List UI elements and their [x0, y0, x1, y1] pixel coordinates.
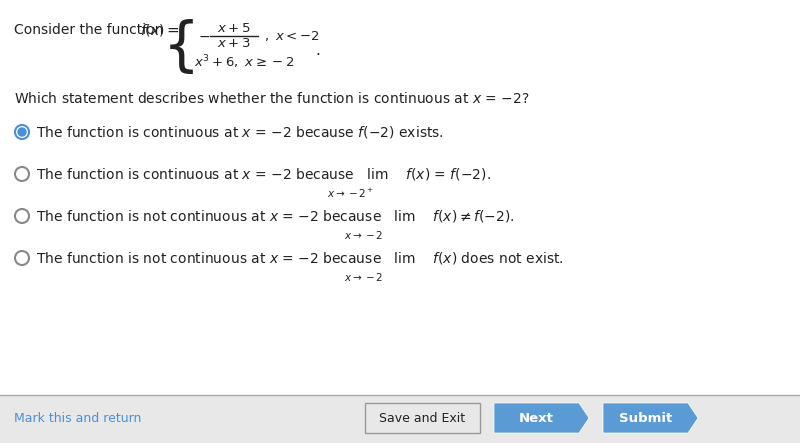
Text: The function is continuous at $x$ = $-$2 because $f$($-$2) exists.: The function is continuous at $x$ = $-$2… — [36, 124, 444, 140]
Text: $x \to -2^+$: $x \to -2^+$ — [327, 187, 374, 200]
Text: $x^3+6,\ x \geq -2$: $x^3+6,\ x \geq -2$ — [194, 53, 294, 71]
Text: Which statement describes whether the function is continuous at $x$ = $-$2?: Which statement describes whether the fu… — [14, 90, 530, 105]
Polygon shape — [494, 403, 589, 433]
Text: $f(x)$: $f(x)$ — [140, 22, 165, 38]
Text: $,\ x < -2$: $,\ x < -2$ — [264, 29, 319, 43]
Text: $x+3$: $x+3$ — [217, 37, 251, 50]
Text: Submit: Submit — [619, 412, 672, 424]
Circle shape — [15, 209, 29, 223]
Text: The function is not continuous at $x$ = $-$2 because   lim    $f(x)$ does not ex: The function is not continuous at $x$ = … — [36, 250, 564, 266]
Text: =: = — [166, 23, 178, 38]
Text: $-$: $-$ — [198, 29, 210, 43]
Text: Save and Exit: Save and Exit — [379, 412, 466, 424]
Text: Consider the function: Consider the function — [14, 23, 163, 37]
Text: The function is not continuous at $x$ = $-$2 because   lim    $f(x) \neq f$($-$2: The function is not continuous at $x$ = … — [36, 208, 514, 224]
Text: $x \to -2$: $x \to -2$ — [344, 271, 383, 283]
Circle shape — [15, 125, 29, 139]
Text: .: . — [315, 43, 320, 58]
Circle shape — [15, 167, 29, 181]
Circle shape — [18, 128, 26, 136]
Circle shape — [15, 251, 29, 265]
Text: Mark this and return: Mark this and return — [14, 412, 142, 425]
Polygon shape — [603, 403, 698, 433]
Text: The function is continuous at $x$ = $-$2 because   lim    $f(x)$ = $f$($-$2).: The function is continuous at $x$ = $-$2… — [36, 166, 491, 182]
Text: {: { — [162, 19, 199, 75]
Text: Next: Next — [519, 412, 554, 424]
Text: $x \to -2$: $x \to -2$ — [344, 229, 383, 241]
FancyBboxPatch shape — [365, 403, 480, 433]
FancyBboxPatch shape — [0, 395, 800, 443]
Text: $x+5$: $x+5$ — [217, 22, 251, 35]
